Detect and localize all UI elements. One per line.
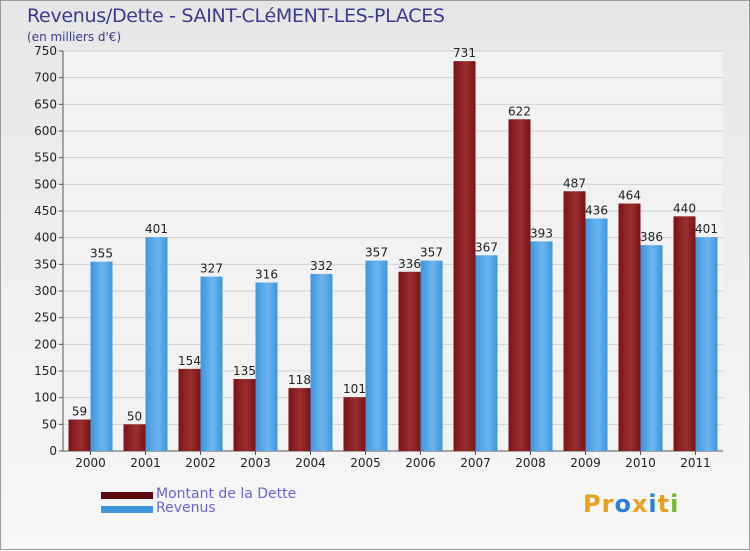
- data-label-dette: 135: [233, 364, 256, 378]
- data-label-dette: 154: [178, 354, 201, 368]
- logo-letter: t: [657, 490, 671, 518]
- bar-dette: [233, 379, 256, 451]
- data-label-dette: 622: [508, 104, 531, 118]
- bar-revenus: [365, 260, 388, 451]
- bar-dette: [508, 119, 531, 452]
- data-label-dette: 336: [398, 257, 421, 271]
- x-tick-label: 2006: [405, 456, 436, 470]
- data-label-dette: 464: [618, 189, 641, 203]
- y-tick-label: 50: [42, 417, 57, 431]
- data-label-revenus: 357: [420, 246, 443, 260]
- legend-swatch-dette: [101, 492, 153, 499]
- data-label-revenus: 401: [695, 222, 718, 236]
- data-label-dette: 731: [453, 46, 476, 60]
- logo-letter: P: [583, 490, 602, 518]
- data-label-dette: 50: [127, 409, 142, 423]
- bar-dette: [563, 191, 586, 451]
- bar-revenus: [585, 218, 608, 451]
- legend-label-revenus: Revenus: [156, 500, 216, 516]
- logo-letter: x: [631, 490, 649, 518]
- bar-revenus: [255, 282, 278, 451]
- data-label-revenus: 393: [530, 226, 553, 240]
- bar-revenus: [310, 273, 333, 451]
- logo-letter: i: [670, 490, 680, 518]
- x-tick-label: 2011: [680, 456, 711, 470]
- x-tick-label: 2003: [240, 456, 271, 470]
- x-tick-label: 2010: [625, 456, 656, 470]
- data-label-revenus: 401: [145, 222, 168, 236]
- bar-dette: [398, 271, 421, 451]
- y-tick-label: 500: [34, 177, 57, 191]
- y-tick-label: 400: [34, 231, 57, 245]
- data-label-revenus: 357: [365, 246, 388, 260]
- bar-dette: [618, 203, 641, 451]
- proxiti-logo: Proxiti: [583, 490, 679, 518]
- y-tick-label: 700: [34, 71, 57, 85]
- data-label-revenus: 386: [640, 230, 663, 244]
- y-tick-label: 750: [34, 44, 57, 58]
- bar-revenus: [640, 245, 663, 451]
- x-tick-label: 2005: [350, 456, 381, 470]
- data-label-revenus: 436: [585, 203, 608, 217]
- legend-label-dette: Montant de la Dette: [156, 486, 297, 502]
- bar-dette: [453, 61, 476, 452]
- y-tick-label: 150: [34, 364, 57, 378]
- y-tick-label: 650: [34, 97, 57, 111]
- data-label-revenus: 327: [200, 262, 223, 276]
- x-tick-label: 2007: [460, 456, 491, 470]
- data-label-revenus: 355: [90, 247, 113, 261]
- bar-revenus: [420, 260, 443, 451]
- x-tick-label: 2004: [295, 456, 326, 470]
- bar-dette: [68, 419, 91, 451]
- bar-revenus: [90, 261, 113, 451]
- data-label-revenus: 332: [310, 259, 333, 273]
- data-label-dette: 440: [673, 201, 696, 215]
- y-tick-label: 300: [34, 284, 57, 298]
- bar-revenus: [695, 237, 718, 451]
- bar-dette: [343, 397, 366, 451]
- bar-dette: [673, 216, 696, 451]
- chart-title: Revenus/Dette - SAINT-CLéMENT-LES-PLACES: [27, 5, 445, 27]
- bar-dette: [178, 368, 201, 451]
- bar-dette: [123, 424, 146, 451]
- data-label-dette: 59: [72, 405, 87, 419]
- bar-revenus: [145, 237, 168, 451]
- y-tick-label: 200: [34, 337, 57, 351]
- x-tick-label: 2009: [570, 456, 601, 470]
- data-label-dette: 487: [563, 176, 586, 190]
- x-tick-label: 2008: [515, 456, 546, 470]
- y-tick-label: 250: [34, 311, 57, 325]
- data-label-revenus: 367: [475, 240, 498, 254]
- data-label-dette: 118: [288, 373, 311, 387]
- y-tick-label: 0: [49, 444, 57, 458]
- y-tick-label: 550: [34, 151, 57, 165]
- y-tick-label: 450: [34, 204, 57, 218]
- x-tick-label: 2000: [75, 456, 106, 470]
- chart-subtitle: (en milliers d'€): [27, 30, 122, 44]
- legend-swatch-revenus: [101, 506, 153, 513]
- bar-revenus: [200, 276, 223, 451]
- data-label-dette: 101: [343, 382, 366, 396]
- logo-letter: r: [601, 490, 615, 518]
- bar-dette: [288, 388, 311, 451]
- y-tick-label: 100: [34, 391, 57, 405]
- y-tick-label: 600: [34, 124, 57, 138]
- data-label-revenus: 316: [255, 267, 278, 281]
- bar-revenus: [530, 241, 553, 451]
- logo-letter: i: [648, 490, 658, 518]
- logo-letter: o: [614, 490, 632, 518]
- plot-area: [63, 51, 723, 451]
- bar-revenus: [475, 255, 498, 451]
- y-tick-label: 350: [34, 257, 57, 271]
- x-tick-label: 2001: [130, 456, 161, 470]
- x-tick-label: 2002: [185, 456, 216, 470]
